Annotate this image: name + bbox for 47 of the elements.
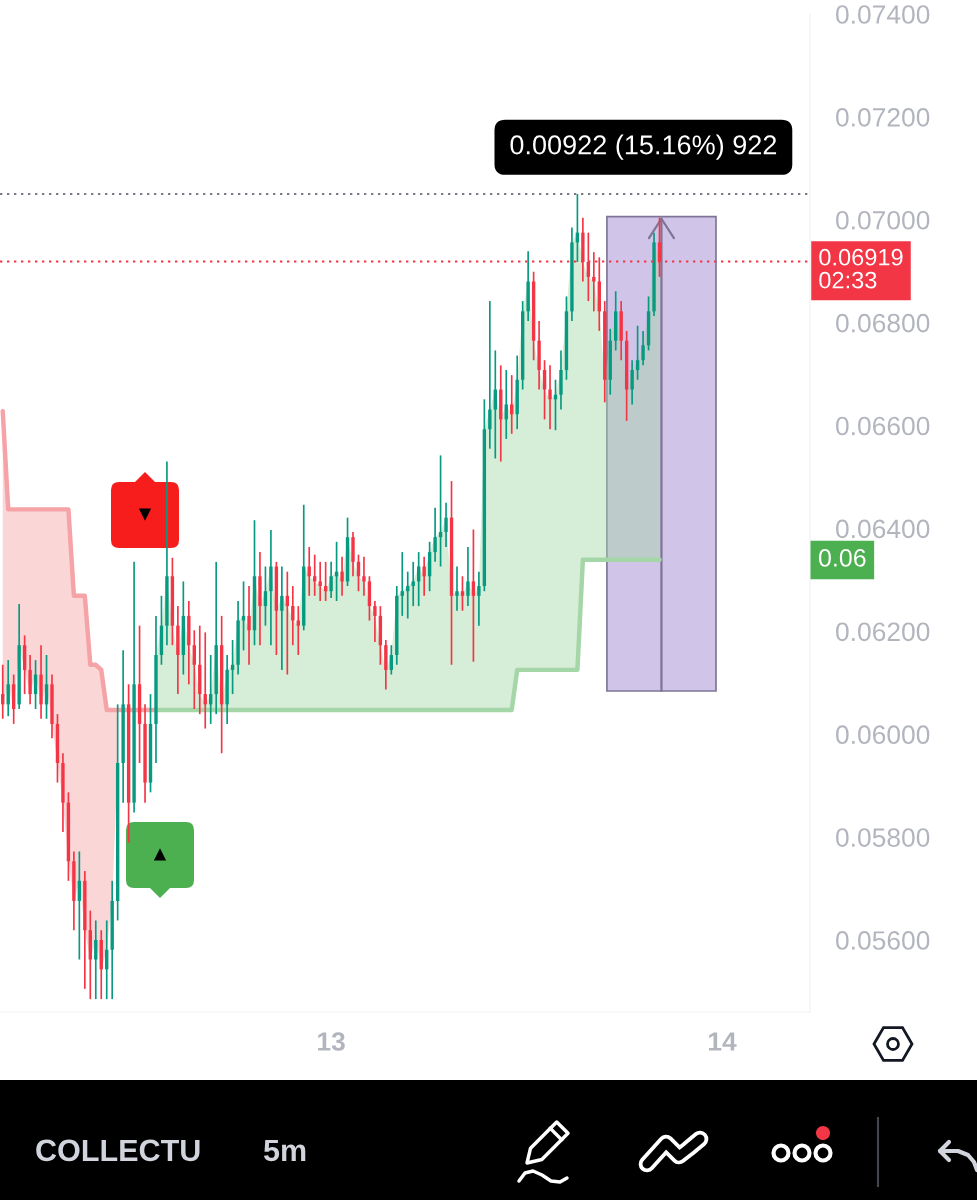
y-tick-label: 0.06800 (836, 313, 930, 333)
candlestick (318, 561, 322, 602)
y-tick-label: 0.06600 (836, 416, 930, 436)
candlestick (280, 565, 284, 671)
candlestick (548, 364, 552, 430)
y-tick-label: 0.06000 (836, 725, 930, 745)
candlestick (477, 570, 481, 627)
ref-line-label: 0.06919 02:33 (819, 248, 903, 289)
candlestick (542, 359, 547, 421)
candlestick (94, 919, 98, 1000)
candlestick (247, 585, 251, 666)
candlestick (510, 374, 514, 435)
candlestick (340, 555, 344, 597)
candlestick (444, 501, 448, 548)
candlestick (362, 555, 366, 597)
candlestick (630, 359, 634, 406)
candlestick (291, 585, 295, 647)
candlestick (433, 507, 437, 563)
candlestick (373, 600, 377, 643)
candlestick (460, 575, 465, 612)
y-tick-label: 0.07200 (836, 108, 930, 127)
text: 0.06 (818, 549, 866, 567)
candlestick (411, 561, 415, 607)
candlestick (488, 300, 492, 450)
text: COLLECTU (36, 1139, 200, 1162)
x-tick-label: 13 (318, 1032, 345, 1051)
candlestick (641, 330, 645, 367)
text: 5m (263, 1139, 306, 1162)
candlestick (635, 324, 640, 381)
annotation: ▲ (153, 848, 167, 861)
candlestick (400, 551, 404, 617)
y-tick-label: 0.05800 (836, 828, 930, 847)
y-tick-label: 0.06400 (836, 519, 930, 539)
y-tick-label: 0.06200 (836, 622, 930, 642)
candlestick (329, 561, 333, 599)
candlestick (192, 629, 196, 710)
y-tick-label: 0.07000 (836, 210, 930, 230)
y-tick-label: 0.05600 (836, 931, 930, 950)
candlestick (422, 555, 426, 597)
candlestick (241, 580, 246, 652)
candlestick (455, 565, 459, 612)
candlestick (466, 546, 470, 607)
x-tick-label: 14 (709, 1032, 737, 1051)
data-label: 0.00922 (15.16%) 922 (510, 134, 777, 160)
candlestick (471, 528, 476, 663)
annotation: ▼ (138, 508, 152, 521)
y-tick-label: 0.07400 (836, 5, 930, 24)
